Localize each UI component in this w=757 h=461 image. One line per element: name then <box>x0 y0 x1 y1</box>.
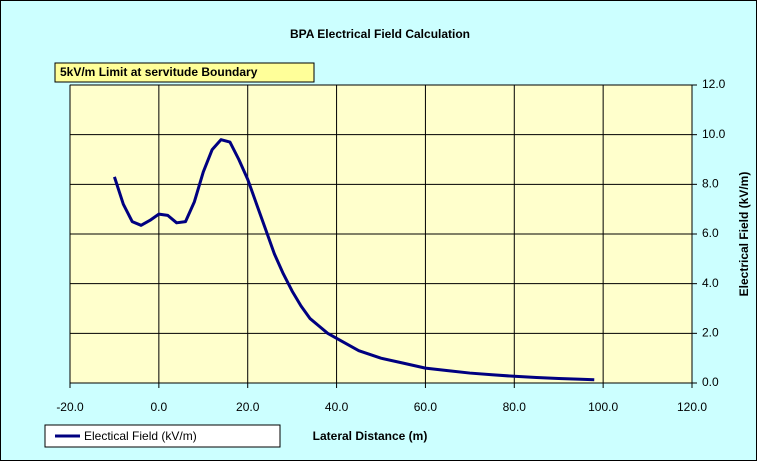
y-tick-label: 2.0 <box>702 326 719 340</box>
y-tick-label: 12.0 <box>702 77 726 91</box>
x-tick-label: 80.0 <box>503 400 527 414</box>
x-tick-label: 100.0 <box>588 400 618 414</box>
data-line <box>113 138 595 382</box>
y-tick-label: 8.0 <box>702 177 719 191</box>
y-tick-label: 4.0 <box>702 276 719 290</box>
x-tick-label: 0.0 <box>151 400 168 414</box>
x-tick-label: 40.0 <box>325 400 349 414</box>
chart-title: BPA Electrical Field Calculation <box>290 27 470 41</box>
y-tick-label: 10.0 <box>702 127 726 141</box>
x-tick-label: 20.0 <box>236 400 260 414</box>
x-axis-label: Lateral Distance (m) <box>313 429 428 443</box>
legend <box>44 424 281 448</box>
y-tick-label: 6.0 <box>702 226 719 240</box>
y-tick-label: 0.0 <box>702 375 719 389</box>
annotation: 5kV/m Limit at servitude Boundary <box>60 65 258 79</box>
x-tick-label: -20.0 <box>56 400 84 414</box>
y-axis-label: Electrical Field (kV/m) <box>737 172 751 297</box>
annotation-box <box>54 62 315 83</box>
legend-label: Electical Field (kV/m) <box>84 429 197 443</box>
x-tick-label: 60.0 <box>414 400 438 414</box>
x-tick-label: 120.0 <box>677 400 707 414</box>
